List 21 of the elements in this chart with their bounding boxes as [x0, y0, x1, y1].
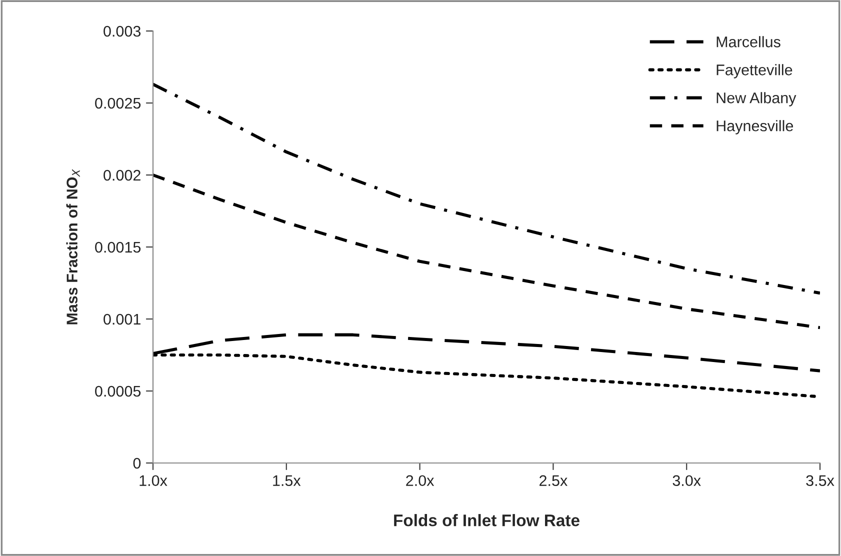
x-tick-label: 1.0x	[140, 475, 168, 486]
legend-label: Marcellus	[716, 36, 780, 48]
y-tick-label: 0.0025	[95, 98, 141, 109]
x-axis-title: Folds of Inlet Flow Rate	[394, 514, 580, 526]
line-series	[153, 173, 820, 330]
x-tick-label: 2.0x	[406, 475, 434, 486]
x-tick-label: 3.5x	[806, 475, 834, 486]
y-tick-label: 0.0015	[95, 242, 141, 253]
x-tick-label: 1.5x	[273, 475, 301, 486]
y-tick-label: 0.002	[104, 170, 140, 181]
y-tick-label: 0	[133, 458, 141, 469]
y-axis-title: Mass Fraction of NO$_{X}$	[66, 169, 80, 324]
y-tick-label: 0.003	[104, 26, 141, 37]
legend-label: New Albany	[716, 92, 796, 106]
y-tick-label: 0.001	[104, 314, 140, 325]
legend-label: Haynesville	[716, 120, 794, 134]
line-series	[153, 82, 820, 295]
x-tick-label: 2.5x	[540, 475, 568, 486]
y-tick-label: 0.0005	[95, 386, 141, 397]
x-tick-label: 3.0x	[672, 475, 701, 486]
legend-label: Fayetteville	[716, 64, 792, 78]
